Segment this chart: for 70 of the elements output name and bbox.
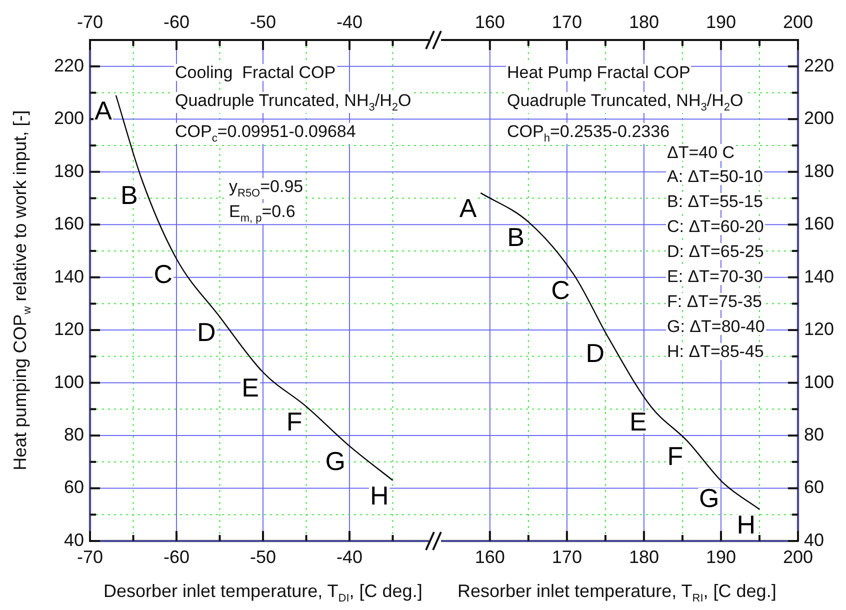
annotation: E [630,406,647,437]
annotation: G [699,483,720,514]
x2-tick-label: -60 [163,12,190,32]
y-tick-label: 100 [54,372,84,392]
annotation: H: ΔT=85-45 [666,342,765,361]
annotation: Quadruple Truncated, NH$_{3}$/H$_{2}$O [174,91,412,114]
annotation: D [196,317,216,348]
x-tick-label: 160 [474,546,505,567]
annotation: H [736,510,756,540]
annotation: E: ΔT=70-30 [666,267,764,286]
y-tick-label: 160 [54,214,84,234]
x2-tick-label: -70 [76,12,104,32]
y-tick-label: 80 [804,424,824,444]
annotation: G: ΔT=80-40 [666,317,766,336]
y-tick-label: 60 [804,477,824,498]
annotation: D [586,338,605,368]
annotation: C [551,274,570,305]
annotation: H [370,480,389,511]
annotation: Quadruple Truncated, NH$_{3}$/H$_{2}$O [506,91,744,114]
annotation: E$_{m, p}$=0.6 [228,202,296,224]
x-tick-label: -60 [163,546,190,567]
x-tick-label: 190 [706,546,736,567]
annotation: G [325,446,346,476]
annotation: C [154,259,172,290]
x-axis-title: Resorber inlet temperature, T$_{RI}$, [C deg.] [458,581,776,605]
annotation: Cooling Fractal COP [174,63,337,82]
annotation: F [286,406,302,437]
y-tick-label: 220 [54,55,84,76]
y-tick-label: 180 [804,160,834,181]
annotation: D: ΔT=65-25 [666,242,765,261]
annotation: A: ΔT=50-10 [666,167,764,186]
x2-tick-label: 170 [552,12,582,32]
y-tick-label: 120 [54,319,84,340]
x-tick-label: 180 [628,546,659,567]
y-tick-label: 100 [804,372,834,392]
y-tick-label: 40 [804,530,824,550]
annotation: F: ΔT=75-35 [666,292,763,311]
x2-tick-label: 180 [628,12,659,32]
annotation: ΔT=40 C [666,143,736,162]
y-tick-label: 220 [804,55,834,76]
x-tick-label: 170 [552,546,582,567]
x-axis-title: Desorber inlet temperature, T$_{DI}$, [C deg.] [104,581,422,605]
y-tick-label: 200 [54,108,84,128]
annotation: y$_{R5O}$=0.95 [228,177,304,200]
annotation: E [242,372,259,402]
y-tick-label: 200 [804,108,834,128]
y-tick-label: 120 [804,319,834,340]
annotation: F [667,440,684,471]
x2-tick-label: 160 [474,12,505,32]
x2-tick-label: -40 [336,12,363,32]
y-tick-label: 140 [54,266,84,286]
annotation: COP$_{c}$=0.09951-0.09684 [174,122,357,144]
annotation: B [120,180,138,210]
x2-tick-label: -50 [250,12,276,32]
x-tick-label: -40 [336,546,363,567]
y-tick-label: 160 [804,214,834,234]
annotation: B [507,222,524,252]
x2-tick-label: 190 [706,12,736,32]
y-tick-label: 180 [54,160,84,181]
annotation: B: ΔT=55-15 [666,192,764,211]
y-tick-label: 140 [804,266,834,286]
annotation: A [459,193,478,224]
annotation: COP$_{h}$=0.2535-0.2336 [506,122,671,144]
x-tick-label: -50 [250,546,276,567]
annotation: C: ΔT=60-20 [666,217,765,236]
y-tick-label: 60 [64,477,84,498]
annotation: A [94,96,113,126]
annotation: Heat Pump Fractal COP [506,63,692,82]
y-tick-label: 80 [64,424,84,444]
line-series [115,94,394,481]
